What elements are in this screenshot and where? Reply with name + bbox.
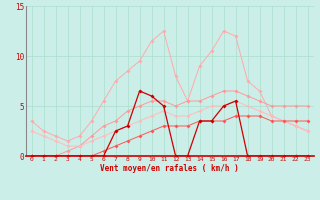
X-axis label: Vent moyen/en rafales ( km/h ): Vent moyen/en rafales ( km/h ): [100, 164, 239, 173]
